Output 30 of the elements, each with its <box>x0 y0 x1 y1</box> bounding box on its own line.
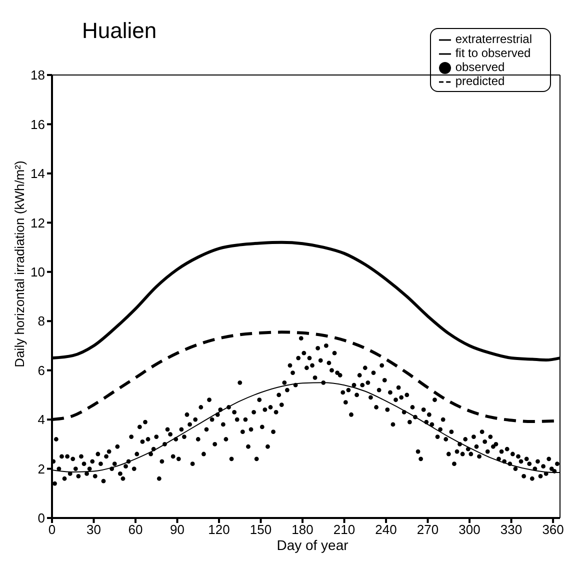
legend-label: predicted <box>455 74 505 88</box>
y-tick-label: 0 <box>38 510 45 526</box>
y-axis-title: Daily horizontal irradiation (kWh/m²) <box>12 160 27 368</box>
y-tick-label: 6 <box>38 362 45 378</box>
x-tick-label: 180 <box>292 522 314 538</box>
legend-label: observed <box>455 60 505 74</box>
y-tick-label: 2 <box>38 461 45 476</box>
x-tick-label: 210 <box>333 522 356 538</box>
x-tick-label: 300 <box>458 522 480 538</box>
legend-label: extraterrestrial <box>455 32 532 46</box>
y-tick-label: 8 <box>38 314 45 329</box>
x-tick-label: 270 <box>416 522 439 538</box>
x-tick-label: 150 <box>250 522 272 538</box>
y-tick-label: 16 <box>30 116 45 132</box>
x-tick-label: 0 <box>48 522 56 538</box>
x-tick-label: 330 <box>500 522 522 538</box>
x-tick-label: 90 <box>170 522 184 538</box>
y-tick-label: 12 <box>30 215 45 230</box>
legend-label: fit to observed <box>455 46 531 60</box>
x-tick-label: 120 <box>208 522 230 538</box>
y-tick-label: 18 <box>30 68 45 83</box>
y-tick-label: 10 <box>30 264 45 280</box>
x-tick-label: 240 <box>375 522 397 538</box>
y-tick-label: 14 <box>30 166 45 182</box>
x-axis-title: Day of year <box>276 537 350 553</box>
x-tick-label: 60 <box>128 522 143 538</box>
x-tick-label: 360 <box>542 522 564 538</box>
text: Hualien <box>82 18 157 44</box>
y-tick-label: 4 <box>38 412 45 428</box>
x-tick-label: 30 <box>86 522 101 538</box>
